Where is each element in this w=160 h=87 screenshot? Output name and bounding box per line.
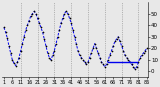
Point <box>11 59 14 61</box>
Point <box>140 54 143 56</box>
Point <box>110 50 113 51</box>
Point <box>105 64 108 65</box>
Point <box>93 43 96 44</box>
Point <box>14 65 17 66</box>
Point <box>45 45 47 47</box>
Point <box>51 54 54 56</box>
Point <box>72 29 74 30</box>
Point <box>3 27 5 28</box>
Point <box>137 61 140 63</box>
Point <box>60 22 62 24</box>
Point <box>112 45 115 47</box>
Point <box>92 48 94 49</box>
Point <box>28 20 30 21</box>
Point <box>130 64 133 65</box>
Point <box>67 13 69 14</box>
Point <box>114 41 116 42</box>
Point <box>18 57 20 58</box>
Point <box>53 50 56 51</box>
Point <box>117 36 120 37</box>
Point <box>65 11 67 12</box>
Point <box>90 52 93 54</box>
Point <box>88 57 91 58</box>
Point <box>142 52 145 54</box>
Point <box>109 54 111 56</box>
Point <box>55 43 57 44</box>
Point <box>4 31 7 33</box>
Point <box>99 57 101 58</box>
Point <box>30 15 32 17</box>
Point <box>134 68 136 70</box>
Point <box>80 57 83 58</box>
Point <box>23 36 25 37</box>
Point <box>56 36 59 37</box>
Point <box>120 45 123 47</box>
Point <box>129 61 131 63</box>
Point <box>6 37 8 39</box>
Point <box>24 29 27 30</box>
Point <box>68 18 71 19</box>
Point <box>78 54 81 56</box>
Point <box>40 27 42 28</box>
Point <box>8 45 10 47</box>
Point <box>104 66 106 67</box>
Point <box>26 24 29 26</box>
Point <box>73 36 76 37</box>
Point <box>63 13 66 14</box>
Point <box>124 54 126 56</box>
Point <box>35 13 37 14</box>
Point <box>43 38 46 40</box>
Point <box>75 43 77 44</box>
Point <box>119 41 121 42</box>
Point <box>115 38 118 40</box>
Point <box>46 52 49 54</box>
Point <box>13 63 15 64</box>
Point <box>9 52 12 54</box>
Point <box>82 59 84 61</box>
Point <box>50 59 52 61</box>
Point <box>61 18 64 19</box>
Point <box>48 57 51 58</box>
Point <box>87 61 89 63</box>
Point <box>33 11 36 12</box>
Point <box>107 59 109 61</box>
Point <box>41 31 44 33</box>
Point <box>38 22 40 24</box>
Point <box>95 48 98 49</box>
Point <box>102 64 104 65</box>
Point <box>146 48 148 49</box>
Point <box>16 61 19 63</box>
Point <box>21 43 24 44</box>
Point <box>19 50 22 51</box>
Point <box>122 50 125 51</box>
Point <box>58 29 61 30</box>
Point <box>83 61 86 63</box>
Point <box>132 66 135 67</box>
Point <box>97 52 99 54</box>
Point <box>127 59 130 61</box>
Point <box>139 57 141 58</box>
Point <box>85 64 88 65</box>
Point <box>70 22 72 24</box>
Point <box>31 13 34 14</box>
Point <box>100 61 103 63</box>
Point <box>144 50 146 51</box>
Point <box>77 50 79 51</box>
Point <box>136 66 138 67</box>
Point <box>125 57 128 58</box>
Point <box>36 18 39 19</box>
